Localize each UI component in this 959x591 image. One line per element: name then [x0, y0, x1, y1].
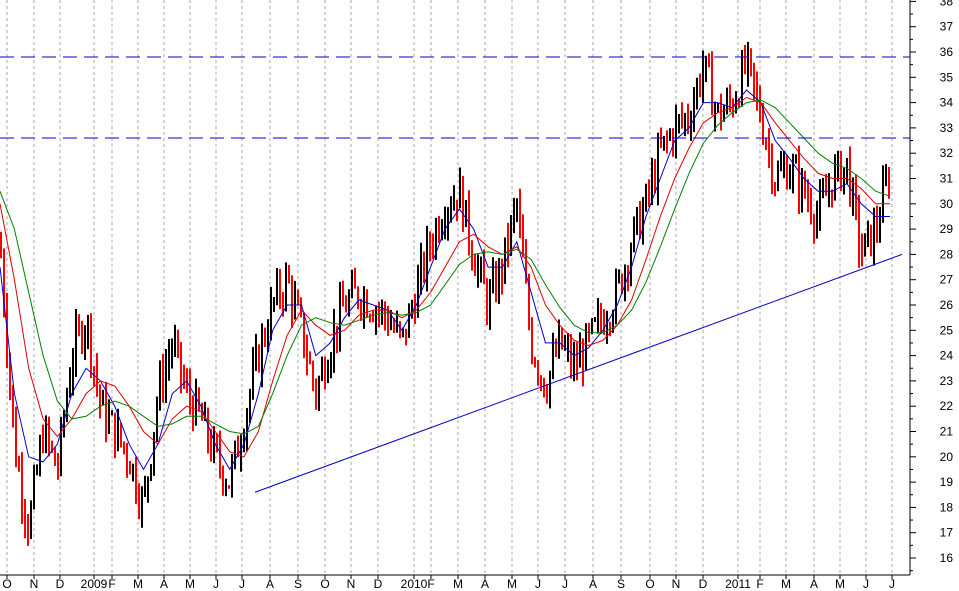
- y-tick-label: 33: [940, 121, 954, 135]
- x-tick-label: S: [617, 577, 625, 591]
- x-tick-label: A: [481, 577, 489, 591]
- x-tick-label: 2010: [401, 577, 428, 591]
- x-tick-label: M: [133, 577, 143, 591]
- x-tick-label: F: [108, 577, 115, 591]
- y-tick-label: 22: [940, 399, 954, 413]
- y-tick-label: 25: [940, 323, 954, 337]
- y-tick-label: 26: [940, 298, 954, 312]
- x-tick-label: O: [320, 577, 329, 591]
- y-tick-label: 32: [940, 146, 954, 160]
- x-tick-label: 2009: [81, 577, 108, 591]
- x-tick-label: M: [835, 577, 845, 591]
- x-tick-label: J: [889, 577, 895, 591]
- y-tick-label: 29: [940, 222, 954, 236]
- x-tick-label: N: [672, 577, 681, 591]
- x-tick-label: A: [160, 577, 168, 591]
- x-tick-label: O: [645, 577, 654, 591]
- x-tick-label: F: [756, 577, 763, 591]
- y-tick-label: 17: [940, 526, 954, 540]
- y-tick-label: 24: [940, 349, 954, 363]
- x-tick-label: A: [266, 577, 274, 591]
- y-tick-label: 16: [940, 551, 954, 565]
- y-tick-label: 28: [940, 247, 954, 261]
- price-candles: [0, 41, 890, 546]
- y-tick-label: 27: [940, 273, 954, 287]
- x-tick-label: J: [562, 577, 568, 591]
- x-tick-label: D: [374, 577, 383, 591]
- x-tick-label: J: [863, 577, 869, 591]
- y-tick-label: 38: [940, 0, 954, 8]
- x-tick-label: 2011: [725, 577, 751, 591]
- x-tick-label: S: [294, 577, 302, 591]
- x-tick-label: D: [56, 577, 65, 591]
- x-tick-label: F: [427, 577, 434, 591]
- y-tick-label: 18: [940, 500, 954, 514]
- y-tick-label: 23: [940, 374, 954, 388]
- x-tick-label: M: [185, 577, 195, 591]
- trendline: [254, 253, 903, 493]
- x-tick-label: D: [699, 577, 708, 591]
- x-axis: O N D 2009 F M A M J J A S O N D 2010 F M A M J J A S O N D 2011 F M A…: [0, 574, 959, 591]
- y-tick-label: 19: [940, 475, 954, 489]
- x-tick-label: J: [239, 577, 245, 591]
- y-axis: 16 17 18 19 20 21 22 23 24 25 26 27 28 29 30 31 32 33 34 35…: [909, 0, 959, 591]
- ma-long-line: [0, 99, 891, 435]
- x-tick-label: N: [347, 577, 356, 591]
- ma-short-line: [0, 89, 890, 471]
- trend-lines: [0, 56, 910, 493]
- y-tick-label: 34: [940, 96, 954, 110]
- moving-averages: [0, 89, 891, 471]
- x-tick-label: A: [589, 577, 597, 591]
- x-tick-label: N: [30, 577, 39, 591]
- y-tick-label: 20: [940, 450, 954, 464]
- y-tick-label: 21: [940, 425, 954, 439]
- y-axis-panel: [910, 0, 959, 591]
- y-tick-label: 36: [940, 45, 954, 59]
- x-tick-label: J: [213, 577, 219, 591]
- x-tick-label: M: [507, 577, 517, 591]
- y-tick-label: 35: [940, 70, 954, 84]
- x-axis-panel: [0, 575, 959, 591]
- x-tick-label: M: [781, 577, 791, 591]
- ma-mid-line: [0, 96, 890, 458]
- y-tick-label: 37: [940, 20, 954, 34]
- x-tick-label: A: [810, 577, 818, 591]
- x-tick-label: J: [535, 577, 541, 591]
- y-tick-label: 31: [940, 172, 954, 186]
- x-tick-label: M: [453, 577, 463, 591]
- y-tick-label: 30: [940, 197, 954, 211]
- x-tick-label: O: [2, 577, 11, 591]
